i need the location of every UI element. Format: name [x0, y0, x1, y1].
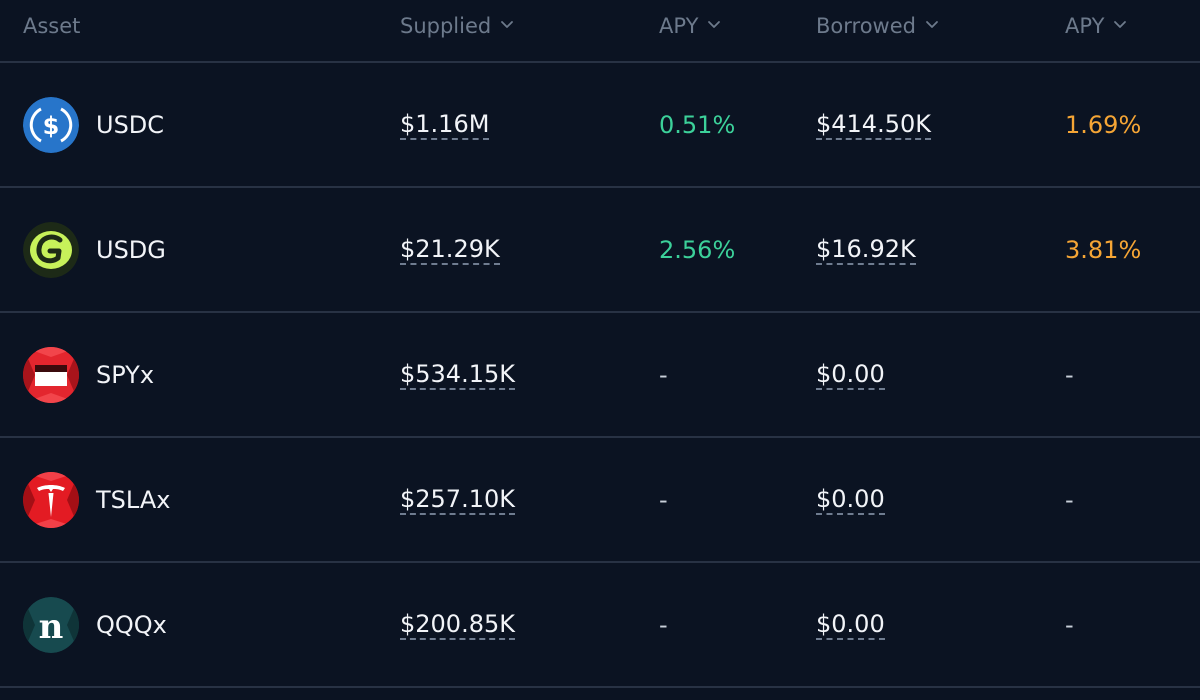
column-header-asset-label: Asset [23, 14, 81, 38]
table-row[interactable]: n QQQx $200.85K - $0.00 - [0, 563, 1200, 688]
table-row[interactable]: $ USDC $1.16M 0.51% $414.50K 1.69% [0, 63, 1200, 188]
borrowed-amount[interactable]: $0.00 [816, 484, 885, 515]
supply-apy-value: 2.56% [659, 236, 736, 264]
borrowed-amount[interactable]: $0.00 [816, 359, 885, 390]
supply-apy-value: - [659, 611, 668, 639]
chevron-down-icon [925, 17, 939, 31]
column-header-supply-apy-label: APY [659, 14, 699, 38]
supply-apy-value: - [659, 486, 668, 514]
qqqx-icon: n [23, 597, 79, 653]
supplied-amount[interactable]: $200.85K [400, 609, 515, 640]
table-header: Asset Supplied APY Borrowed APY [0, 0, 1200, 63]
supplied-amount[interactable]: $21.29K [400, 234, 500, 265]
spyx-icon [23, 347, 79, 403]
column-header-borrowed-label: Borrowed [816, 14, 916, 38]
supplied-amount[interactable]: $257.10K [400, 484, 515, 515]
borrow-apy-value: 1.69% [1065, 111, 1142, 139]
asset-name: SPYx [96, 361, 155, 389]
column-header-borrow-apy-label: APY [1065, 14, 1105, 38]
supplied-value[interactable]: $534.15K [400, 360, 515, 390]
asset-name: QQQx [96, 611, 167, 639]
column-header-supplied-label: Supplied [400, 14, 492, 38]
borrowed-amount[interactable]: $414.50K [816, 109, 931, 140]
supplied-value[interactable]: $257.10K [400, 485, 515, 515]
chevron-down-icon [1113, 17, 1127, 31]
svg-text:$: $ [43, 112, 60, 140]
borrowed-value[interactable]: $16.92K [816, 235, 916, 265]
supply-apy-value: - [659, 361, 668, 389]
supplied-value[interactable]: $21.29K [400, 235, 500, 265]
supply-apy-value: 0.51% [659, 111, 736, 139]
borrow-apy-value: - [1065, 611, 1074, 639]
table-row[interactable]: TSLAx $257.10K - $0.00 - [0, 438, 1200, 563]
borrowed-value[interactable]: $0.00 [816, 610, 885, 640]
tslax-icon [23, 472, 79, 528]
supplied-amount[interactable]: $1.16M [400, 109, 490, 140]
borrow-apy-value: - [1065, 361, 1074, 389]
borrowed-value[interactable]: $414.50K [816, 110, 931, 140]
borrowed-value[interactable]: $0.00 [816, 360, 885, 390]
chevron-down-icon [707, 17, 721, 31]
table-row[interactable]: USDG $21.29K 2.56% $16.92K 3.81% [0, 188, 1200, 313]
table-row[interactable]: SPYx $534.15K - $0.00 - [0, 313, 1200, 438]
sort-supply-apy-button[interactable]: APY [659, 11, 721, 41]
chevron-down-icon [500, 17, 514, 31]
sort-borrow-apy-button[interactable]: APY [1065, 11, 1127, 41]
supplied-value[interactable]: $1.16M [400, 109, 490, 140]
borrow-apy-value: 3.81% [1065, 236, 1142, 264]
sort-borrowed-button[interactable]: Borrowed [816, 11, 939, 41]
borrowed-amount[interactable]: $16.92K [816, 234, 916, 265]
supplied-amount[interactable]: $534.15K [400, 359, 515, 390]
supplied-value[interactable]: $200.85K [400, 610, 515, 640]
borrowed-value[interactable]: $0.00 [816, 485, 885, 515]
borrow-apy-value: - [1065, 486, 1074, 514]
column-header-asset: Asset [23, 11, 80, 41]
sort-supplied-button[interactable]: Supplied [400, 11, 514, 41]
asset-name: TSLAx [96, 486, 171, 514]
usdg-icon [23, 222, 79, 278]
svg-text:n: n [39, 607, 64, 647]
table-body: $ USDC $1.16M 0.51% $414.50K 1.69% USDG … [0, 63, 1200, 688]
asset-name: USDC [96, 111, 165, 139]
borrowed-amount[interactable]: $0.00 [816, 609, 885, 640]
asset-name: USDG [96, 236, 166, 264]
usdc-icon: $ [23, 97, 79, 153]
